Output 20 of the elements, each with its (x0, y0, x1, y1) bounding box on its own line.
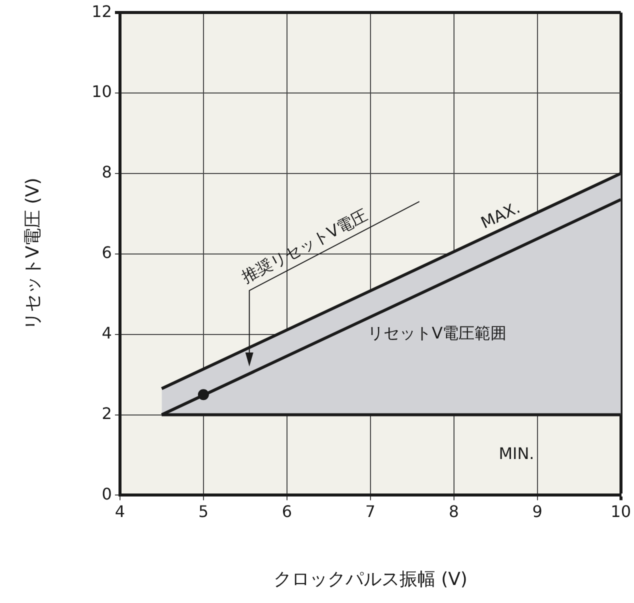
text: MAX. (478, 198, 523, 232)
x-axis-title: クロックパルス振幅 (V) (273, 568, 468, 590)
y-tick-label: 8 (102, 162, 112, 182)
y-tick-label: 4 (102, 323, 112, 342)
y-tick-label: 10 (92, 82, 112, 102)
x-tick-label: 10 (610, 502, 631, 521)
annotation: 推奨リセットV電圧 (238, 205, 371, 287)
x-tick-label: 5 (198, 502, 209, 521)
x-tick-label: 8 (448, 502, 459, 521)
y-tick-label: 6 (102, 243, 112, 262)
annotation: リセットV電圧範囲 (368, 323, 507, 342)
y-axis-title: リセットV電圧 (V) (22, 178, 44, 330)
y-tick-label: 2 (102, 404, 112, 423)
x-tick-label: 9 (532, 502, 542, 521)
x-tick-label: 6 (282, 502, 292, 521)
y-tick-label: 0 (102, 484, 112, 504)
series-label: MIN. (498, 444, 534, 464)
y-tick-label: 12 (92, 2, 112, 21)
x-tick-label: 7 (365, 502, 376, 521)
x-tick-label: 4 (114, 502, 126, 521)
